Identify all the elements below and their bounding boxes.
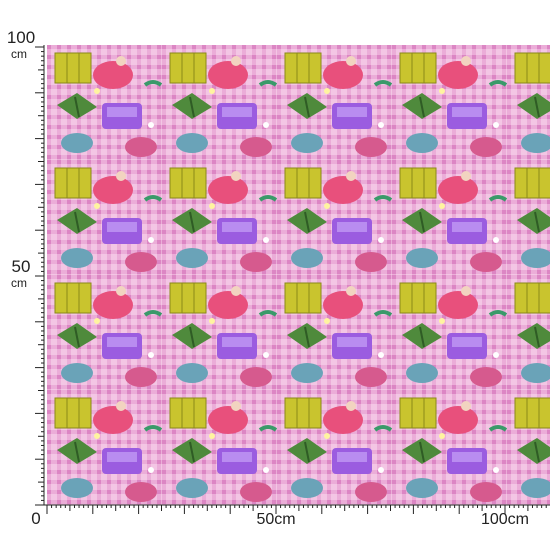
y-ruler-label: 50 xyxy=(12,257,31,276)
y-ruler-unit: cm xyxy=(11,47,27,61)
x-ruler-label: 50cm xyxy=(256,511,295,528)
x-ruler-label: 0 xyxy=(31,509,40,528)
ruler-ticks xyxy=(35,46,547,514)
y-ruler-label: 100 xyxy=(7,28,35,47)
y-ruler-unit: cm xyxy=(11,276,27,290)
fabric-pattern xyxy=(47,45,550,505)
x-ruler-label: 100cm xyxy=(481,511,529,528)
